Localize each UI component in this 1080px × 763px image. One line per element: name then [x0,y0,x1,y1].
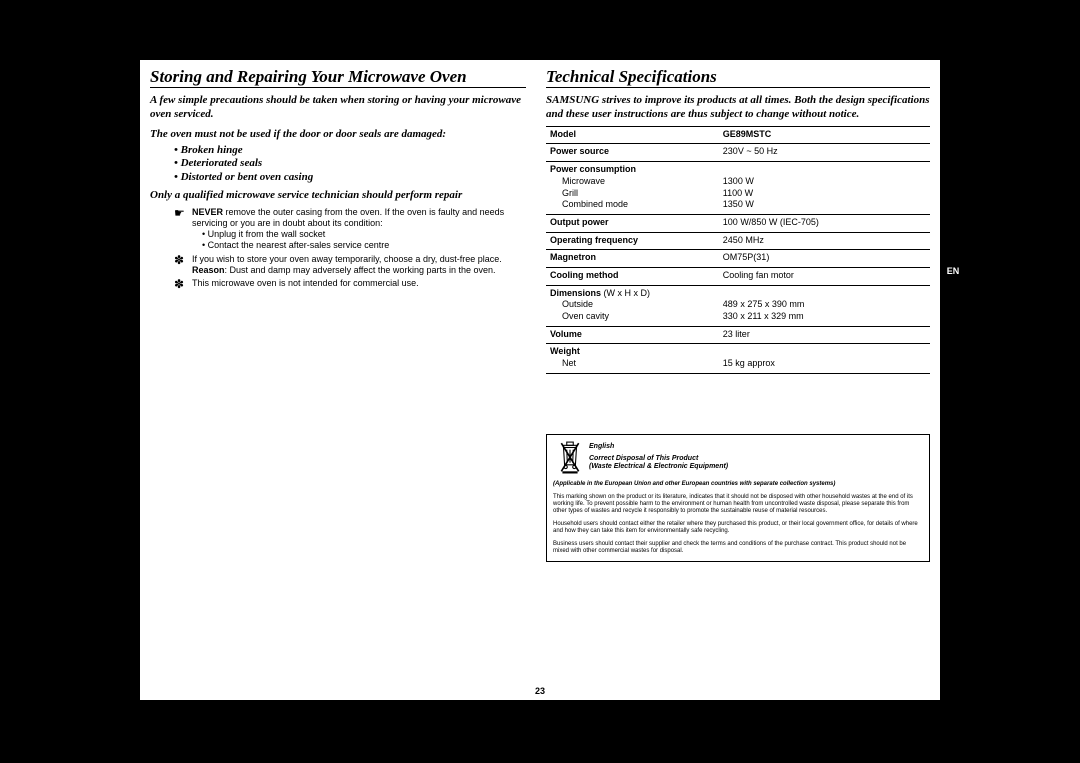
bullet-item: Deteriorated seals [174,157,526,171]
right-column: Technical Specifications SAMSUNG strives… [540,60,940,700]
spec-key: Cooling method [546,267,719,285]
disposal-box: English Correct Disposal of This Product… [546,434,930,562]
tip-body: NEVER remove the outer casing from the o… [192,207,526,252]
note-icon: ✽ [174,278,192,290]
spec-key: Output power [546,214,719,232]
spec-value: 23 liter [719,326,930,344]
pointing-hand-icon: ☛ [174,207,192,252]
spec-value: 1300 W1100 W1350 W [719,162,930,215]
tip-body: If you wish to store your oven away temp… [192,254,526,277]
tip-block: ✽This microwave oven is not intended for… [174,278,526,290]
left-bullets: Broken hinge Deteriorated seals Distorte… [174,144,526,185]
spec-value: 2450 MHz [719,232,930,250]
disposal-lang: English [589,443,923,451]
page-number: 23 [535,686,545,696]
language-tab: EN [942,260,964,282]
disposal-head2: (Waste Electrical & Electronic Equipment… [589,463,728,470]
manual-page: Storing and Repairing Your Microwave Ove… [140,60,940,700]
spec-value: GE89MSTC [719,126,930,144]
spec-key: WeightNet [546,344,719,373]
spec-row: Volume23 liter [546,326,930,344]
spec-row: ModelGE89MSTC [546,126,930,144]
right-intro: SAMSUNG strives to improve its products … [546,94,930,122]
spec-key: Power source [546,144,719,162]
left-title: Storing and Repairing Your Microwave Ove… [150,66,526,88]
spec-row: Cooling methodCooling fan motor [546,267,930,285]
spec-value: 15 kg approx [719,344,930,373]
spec-value: 100 W/850 W (IEC-705) [719,214,930,232]
left-intro-3: Only a qualified microwave service techn… [150,189,526,203]
note-icon: ✽ [174,254,192,277]
disposal-head1: Correct Disposal of This Product [589,455,698,462]
spec-key: Magnetron [546,250,719,268]
spec-value: 230V ~ 50 Hz [719,144,930,162]
tip-block: ☛NEVER remove the outer casing from the … [174,207,526,252]
disposal-p4: Business users should contact their supp… [553,541,923,555]
bullet-item: Distorted or bent oven casing [174,171,526,185]
spec-value: OM75P(31) [719,250,930,268]
disposal-p3: Household users should contact either th… [553,521,923,535]
spec-row: Dimensions (W x H x D)OutsideOven cavity… [546,285,930,326]
disposal-p2: This marking shown on the product or its… [553,494,923,515]
spec-row: Operating frequency2450 MHz [546,232,930,250]
spec-row: Power consumptionMicrowaveGrillCombined … [546,162,930,215]
spec-row: Power source230V ~ 50 Hz [546,144,930,162]
spec-row: MagnetronOM75P(31) [546,250,930,268]
spec-value: Cooling fan motor [719,267,930,285]
right-title: Technical Specifications [546,66,930,88]
spec-key: Power consumptionMicrowaveGrillCombined … [546,162,719,215]
spec-key: Operating frequency [546,232,719,250]
left-intro-1: A few simple precautions should be taken… [150,94,526,122]
left-intro-2: The oven must not be used if the door or… [150,128,526,142]
spec-row: WeightNet15 kg approx [546,344,930,373]
spec-value: 489 x 275 x 390 mm330 x 211 x 329 mm [719,285,930,326]
spec-key: Dimensions (W x H x D)OutsideOven cavity [546,285,719,326]
spec-key: Volume [546,326,719,344]
spec-key: Model [546,126,719,144]
spec-table: ModelGE89MSTCPower source230V ~ 50 HzPow… [546,126,930,374]
left-column: Storing and Repairing Your Microwave Ove… [140,60,540,700]
tip-body: This microwave oven is not intended for … [192,278,526,290]
spec-row: Output power100 W/850 W (IEC-705) [546,214,930,232]
wheelie-bin-icon [557,441,583,476]
tip-block: ✽If you wish to store your oven away tem… [174,254,526,277]
bullet-item: Broken hinge [174,144,526,158]
disposal-applicable: (Applicable in the European Union and ot… [553,481,923,488]
